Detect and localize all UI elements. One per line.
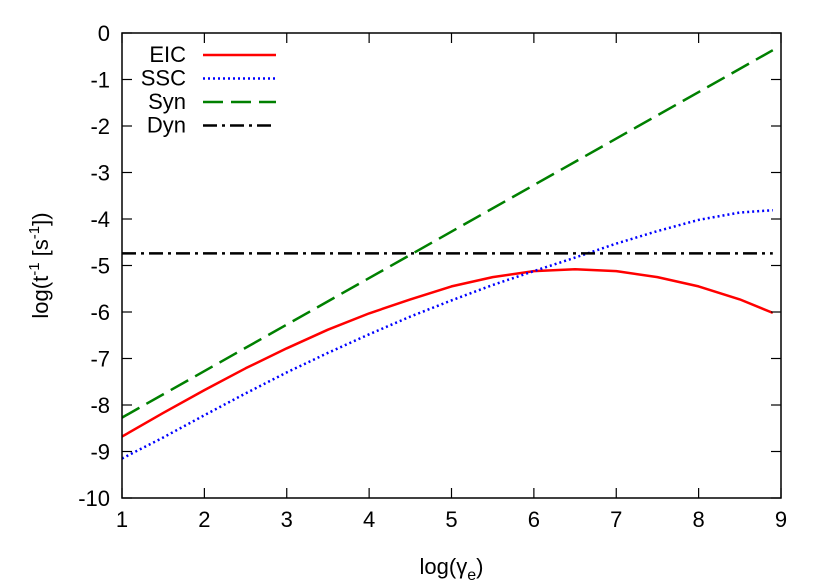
y-tick-label: -2 [90,114,110,139]
series-line-syn [122,49,774,419]
x-tick-label: 3 [281,507,293,532]
y-tick-label: -7 [90,347,110,372]
x-tick-label: 2 [198,507,210,532]
legend-label-dyn: Dyn [147,113,186,138]
x-tick-label: 1 [116,507,128,532]
y-tick-label: -10 [78,486,110,511]
legend-label-syn: Syn [148,89,186,114]
legend-label-ssc: SSC [141,66,186,91]
x-tick-label: 4 [363,507,375,532]
y-tick-label: -1 [90,68,110,93]
y-axis-label: log(t-1 [s-1]) [26,212,53,318]
x-tick-label: 7 [610,507,622,532]
x-tick-label: 8 [693,507,705,532]
y-tick-label: -4 [90,207,110,232]
x-tick-label: 5 [445,507,457,532]
series-line-eic [122,267,774,438]
x-tick-label: 9 [775,507,787,532]
y-tick-label: -6 [90,300,110,325]
series-line-ssc [122,208,773,460]
y-tick-label: -5 [90,254,110,279]
y-tick-label: -9 [90,440,110,465]
series-layer [122,49,774,460]
y-tick-label: -8 [90,393,110,418]
ticks-layer: 1 2 3 4 5 6 7 8 9 0 -1 -2 -3 -4 -5 -6 -7 -8 -9 -10 [78,21,787,532]
y-tick-label: -3 [90,161,110,186]
legend-label-eic: EIC [149,42,186,67]
x-tick-label: 6 [528,507,540,532]
y-tick-label: 0 [98,21,110,46]
x-axis-label: log(γe) [420,554,484,581]
